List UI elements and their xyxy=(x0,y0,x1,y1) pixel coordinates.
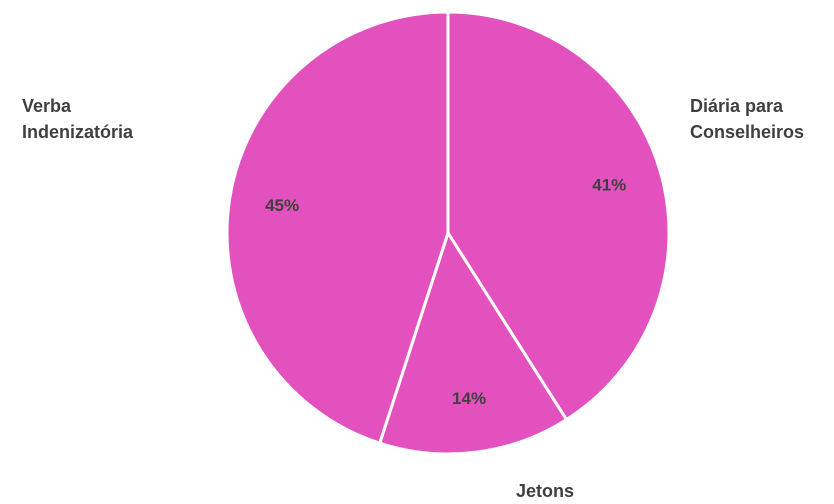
value-label-verba: 45% xyxy=(265,196,299,215)
pie-slices xyxy=(225,10,671,456)
pie-value-labels: 41% 14% 45% xyxy=(265,176,626,408)
category-label-verba: Verba Indenizatória xyxy=(22,96,134,142)
pie-slice-jetons xyxy=(378,231,568,456)
category-label-diaria: Diária para Conselheiros xyxy=(690,96,805,142)
pie-slice-verba xyxy=(225,10,450,445)
value-label-jetons: 14% xyxy=(452,389,486,408)
value-label-diaria: 41% xyxy=(592,176,626,195)
category-label-jetons: Jetons xyxy=(516,481,575,501)
